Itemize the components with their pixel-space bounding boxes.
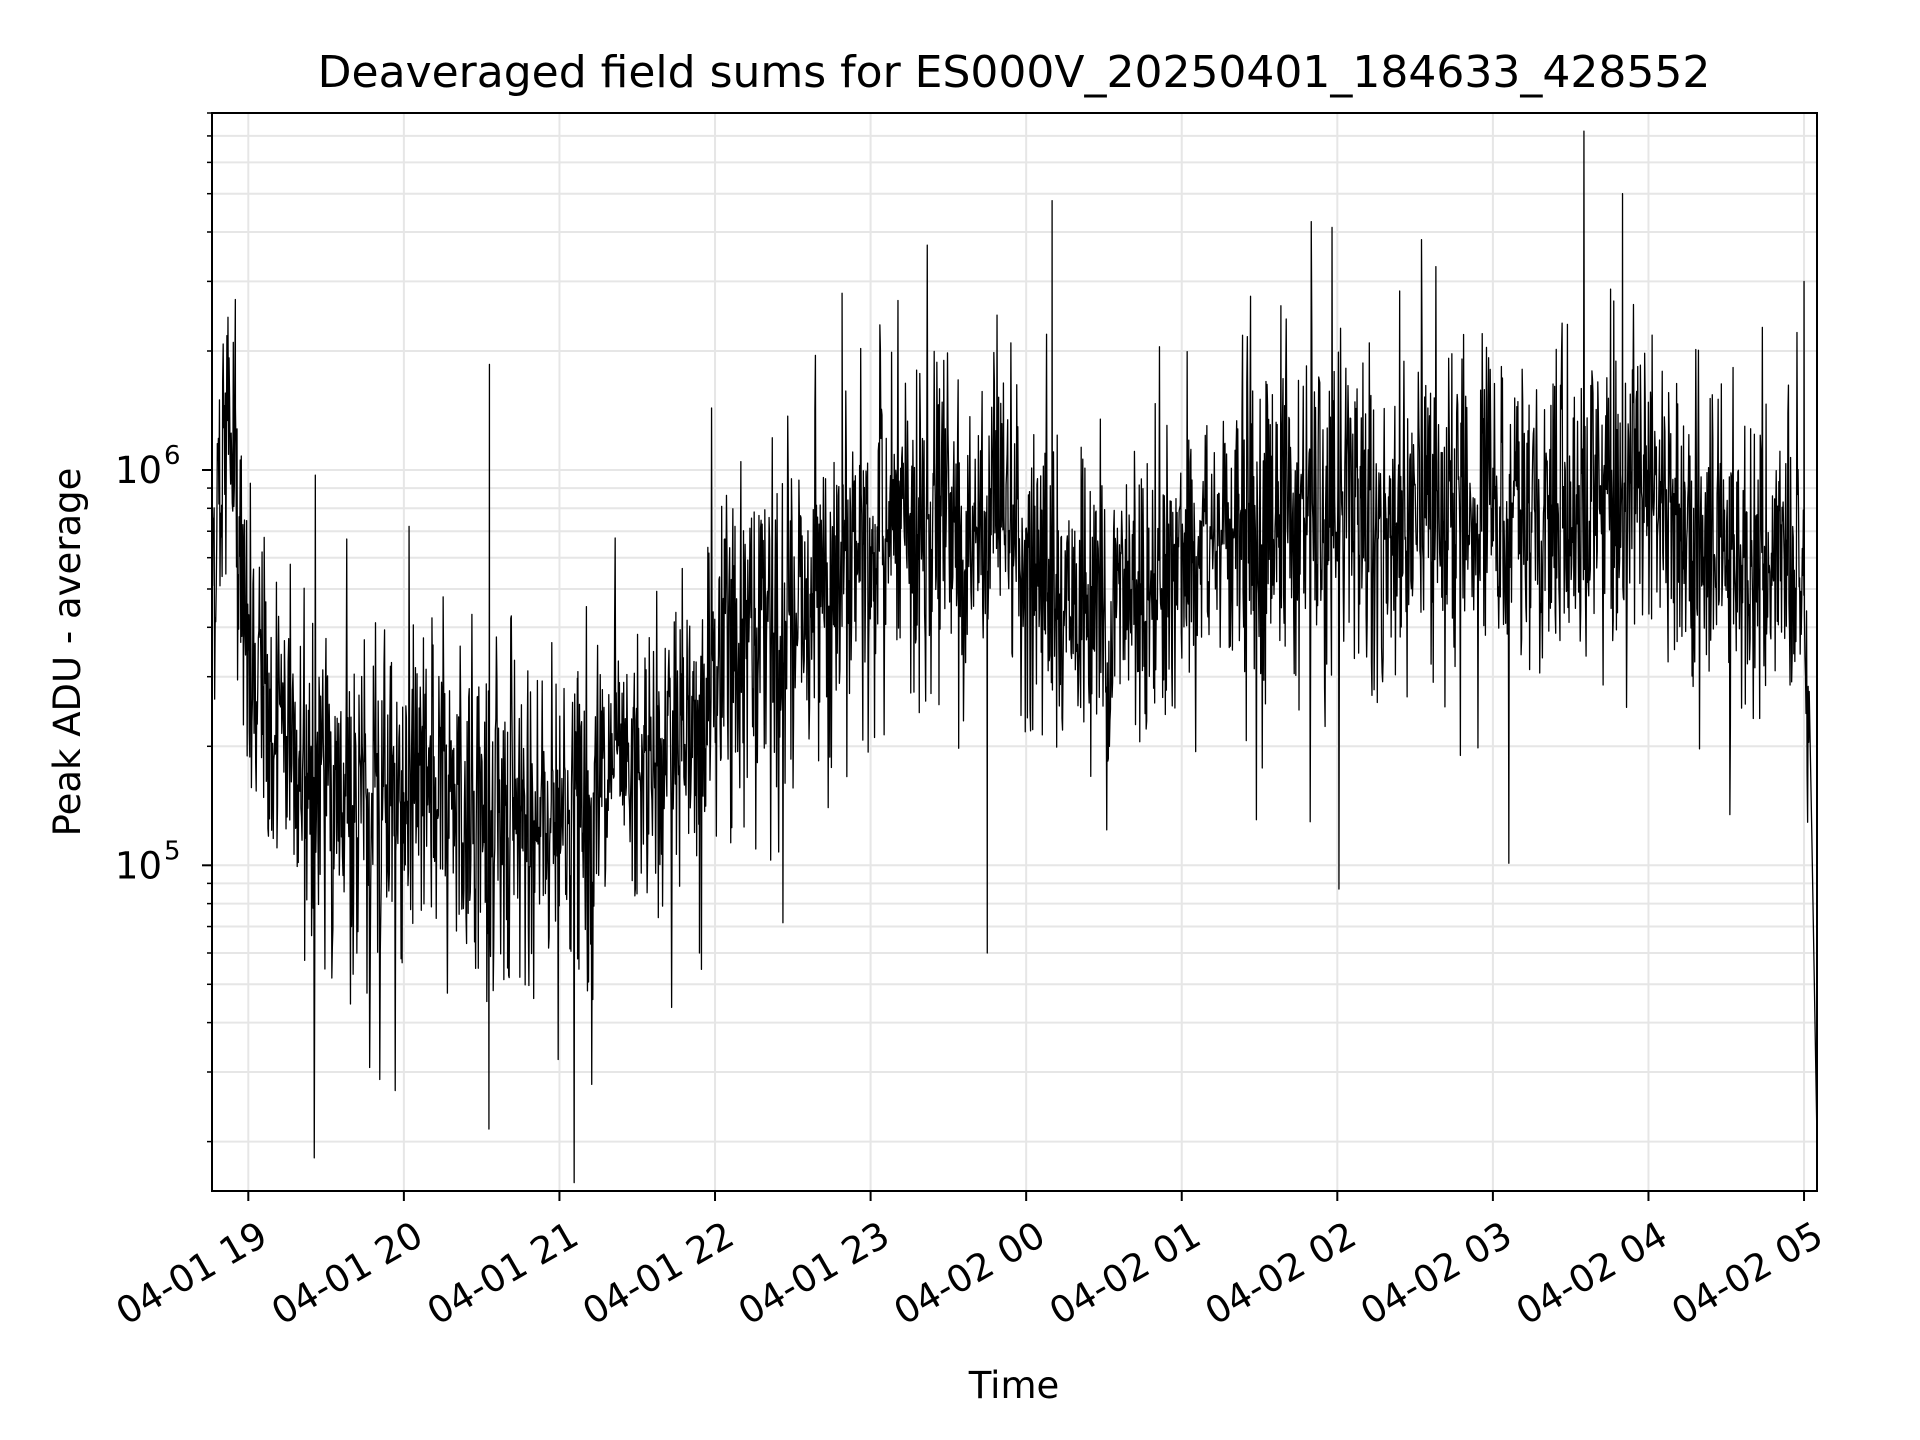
y-tick-exponent: 6 [164, 441, 181, 471]
y-axis-label: Peak ADU - average [46, 468, 89, 837]
grid [212, 112, 1817, 1191]
y-tick-label: 10 [115, 844, 162, 887]
y-tick-exponent: 5 [164, 836, 181, 866]
x-axis-label: Time [968, 1364, 1060, 1407]
chart-title: Deaveraged field sums for ES000V_2025040… [318, 47, 1711, 98]
series-area [211, 130, 1818, 1184]
y-tick-label: 10 [115, 449, 162, 492]
plot-frame [211, 112, 1818, 1192]
series-line [211, 130, 1818, 1184]
